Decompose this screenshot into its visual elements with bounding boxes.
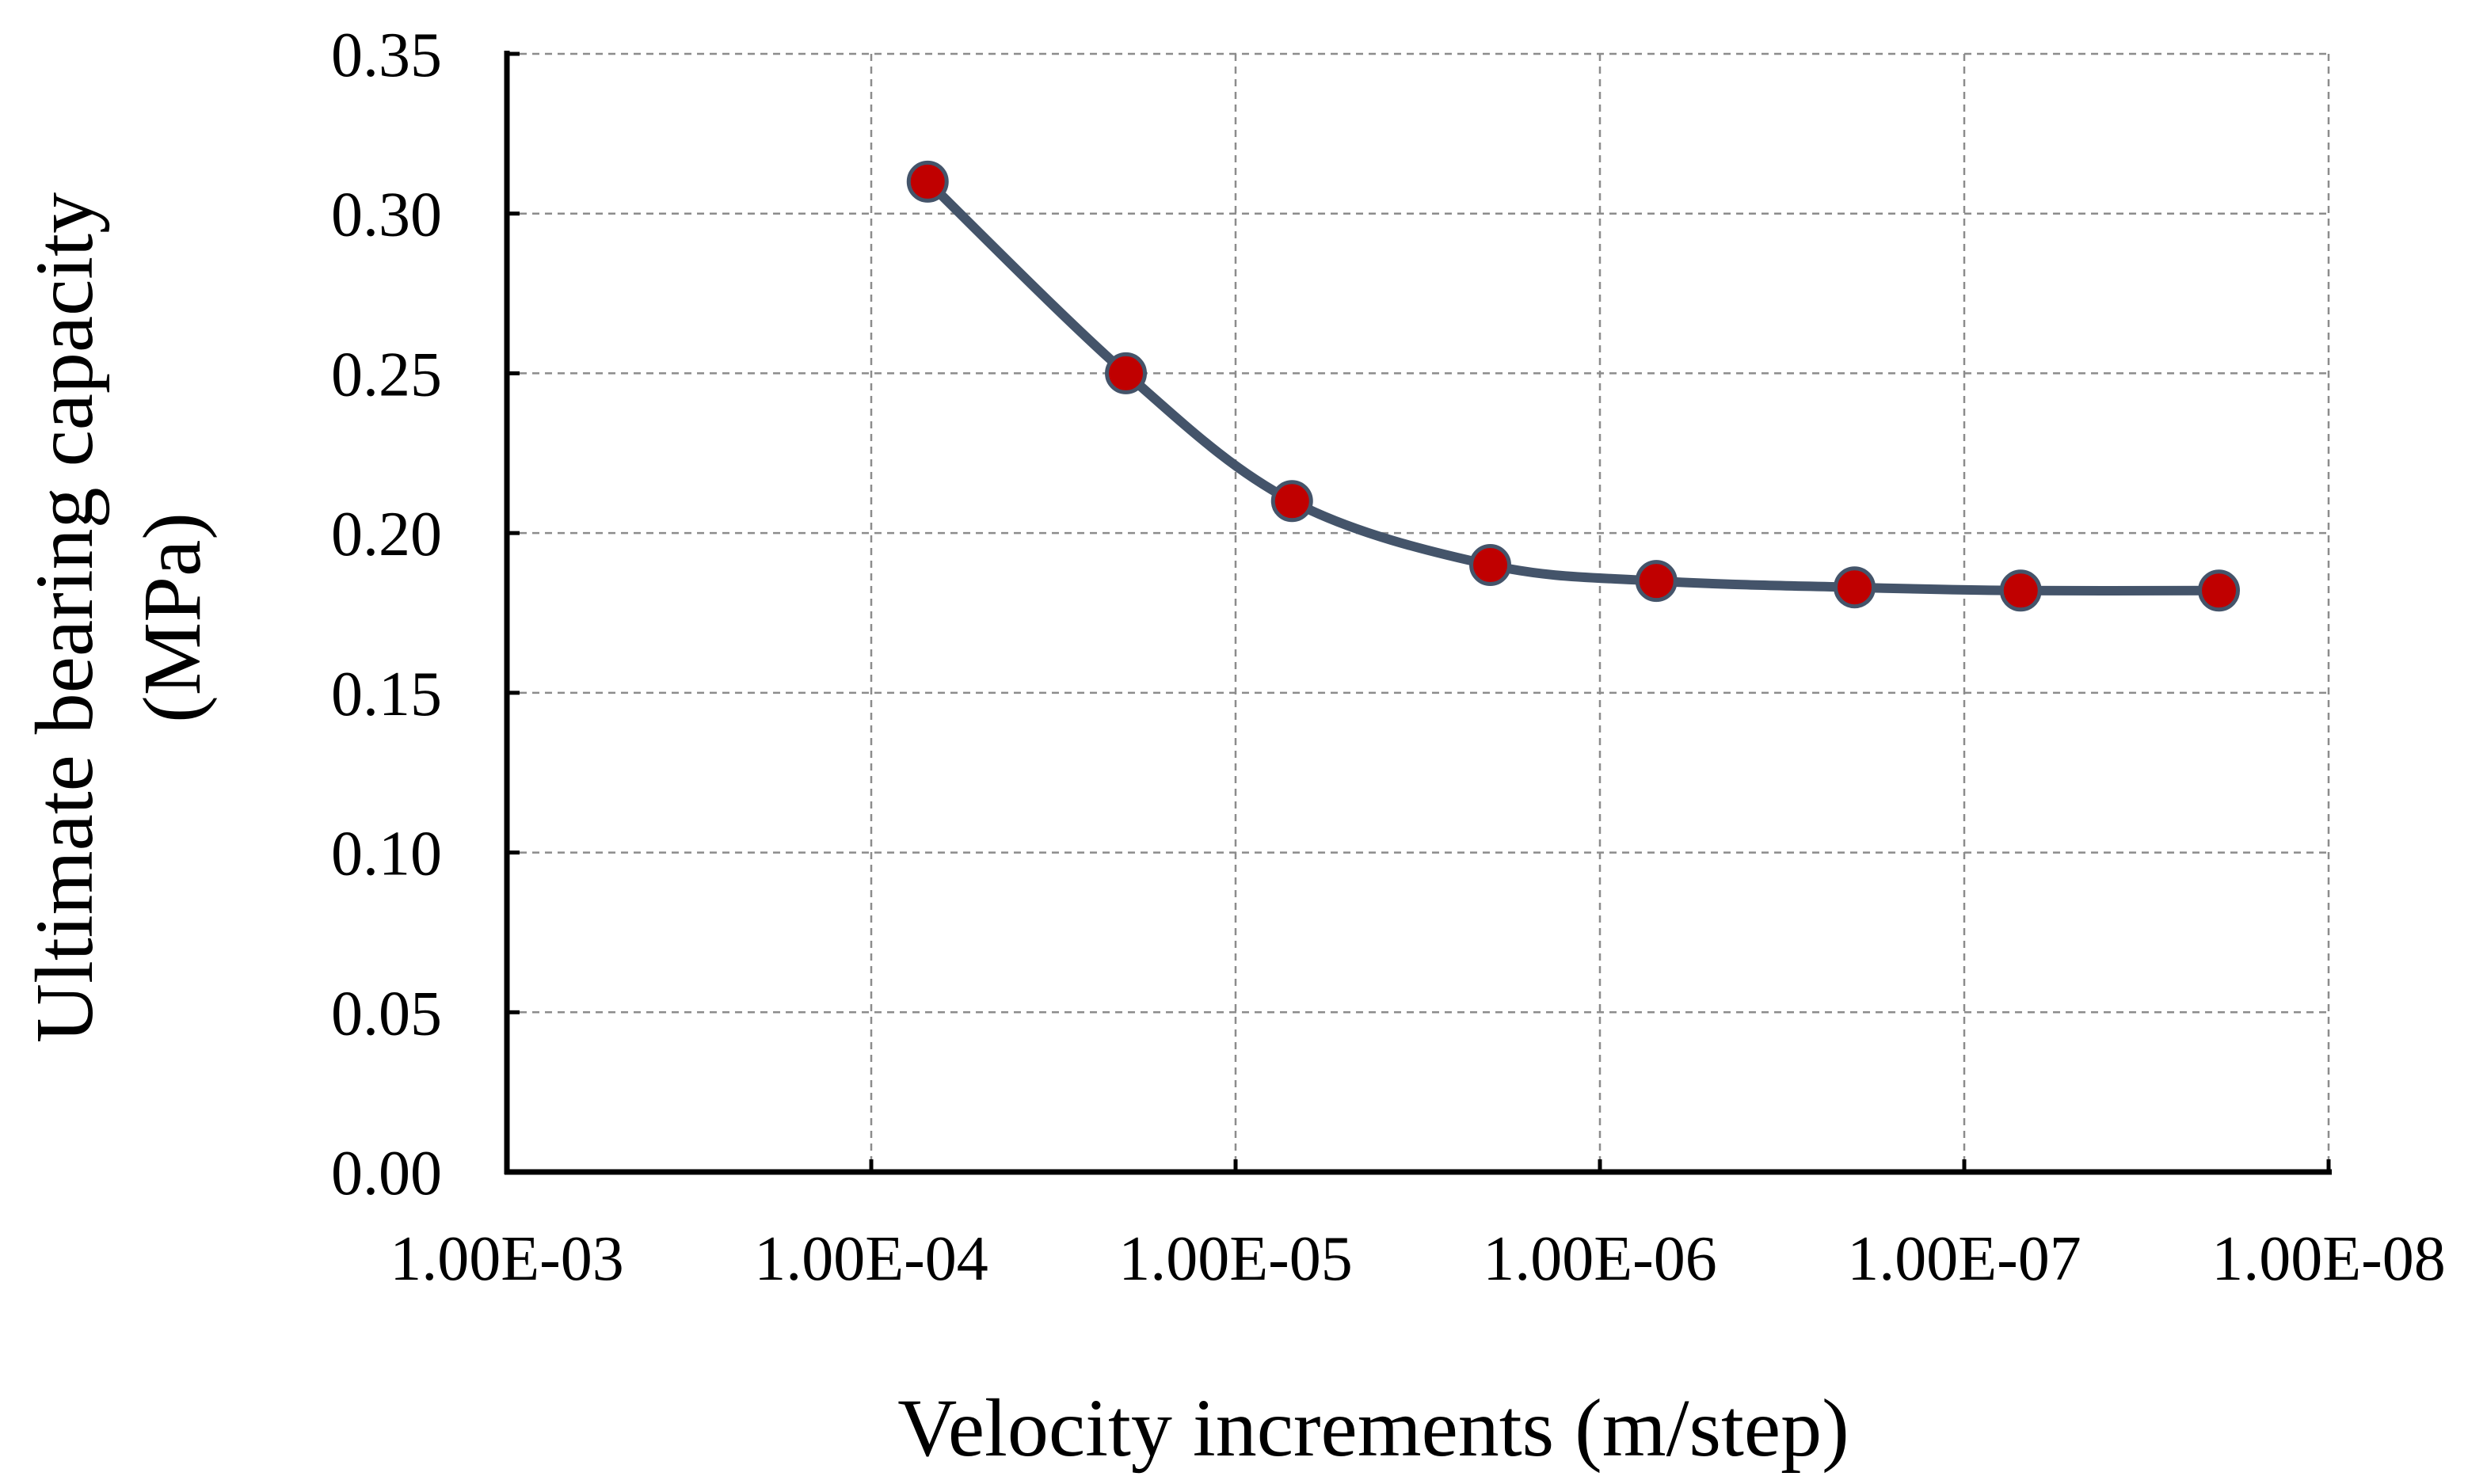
y-tick-label: 0.05	[331, 979, 442, 1048]
x-axis-title: Velocity increments (m/step)	[897, 1383, 1849, 1474]
x-tick-label: 1.00E-05	[1118, 1224, 1353, 1294]
x-tick-label: 1.00E-07	[1847, 1224, 2081, 1294]
y-tick-label: 0.35	[331, 21, 442, 90]
data-point-marker	[1999, 569, 2042, 612]
y-tick-label: 0.25	[331, 340, 442, 409]
data-point-marker	[1270, 480, 1313, 523]
tick-label-layer: 0.00 0.05 0.10 0.15 0.20 0.25 0.30 0.35 1.00E-03…	[331, 21, 2446, 1294]
x-tick-label: 1.00E-03	[390, 1224, 624, 1294]
axis-title-layer: Velocity increments (m/step) Ultimate be…	[19, 192, 1849, 1474]
series-layer	[906, 160, 2241, 612]
y-tick-label: 0.15	[331, 660, 442, 729]
x-tick-label: 1.00E-06	[1483, 1224, 1717, 1294]
grid-layer	[507, 52, 2330, 1172]
data-point-marker	[2198, 569, 2241, 612]
axis-layer	[504, 51, 2332, 1175]
x-tick-label: 1.00E-08	[2211, 1224, 2446, 1294]
y-tick-label: 0.20	[331, 500, 442, 569]
data-point-marker	[1105, 352, 1148, 394]
x-tick-label: 1.00E-04	[754, 1224, 988, 1294]
y-tick-label: 0.30	[331, 181, 442, 250]
y-axis-title-line1: Ultimate bearing capacity	[19, 192, 110, 1043]
y-tick-label: 0.00	[331, 1139, 442, 1208]
y-axis-title-line2: (MPa)	[127, 512, 218, 723]
data-point-marker	[1469, 543, 1512, 586]
data-point-marker	[906, 160, 949, 203]
data-point-marker	[1834, 566, 1876, 609]
data-point-marker	[1635, 560, 1678, 603]
y-tick-label: 0.10	[331, 820, 442, 889]
